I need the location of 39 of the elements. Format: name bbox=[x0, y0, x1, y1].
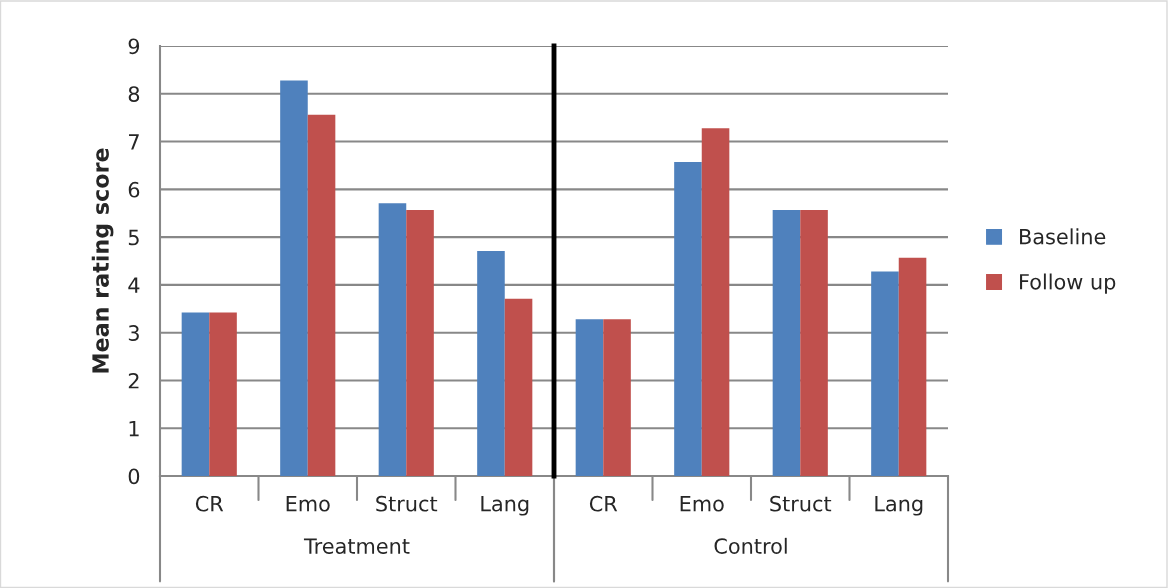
bar bbox=[378, 203, 407, 476]
bar bbox=[504, 298, 533, 476]
y-tick-label: 6 bbox=[128, 181, 140, 198]
bar bbox=[477, 250, 505, 476]
x-tick-label: Lang bbox=[481, 496, 529, 516]
x-tick-label: Emo bbox=[286, 496, 330, 512]
y-tick-label: 5 bbox=[128, 229, 139, 246]
bar bbox=[674, 162, 702, 476]
x-tick-label: Lang bbox=[875, 496, 923, 516]
x-axis-title: Control bbox=[714, 537, 787, 554]
bar bbox=[603, 319, 631, 476]
y-tick-label: 0 bbox=[128, 468, 140, 485]
x-tick-label: CR bbox=[195, 495, 224, 512]
x-tick-label: CR bbox=[589, 495, 618, 512]
bar bbox=[800, 209, 828, 476]
legend-label: Baseline bbox=[1020, 228, 1106, 245]
bar bbox=[772, 209, 801, 476]
bar bbox=[575, 319, 604, 476]
y-tick-label: 9 bbox=[128, 38, 140, 55]
bar bbox=[406, 209, 434, 476]
y-tick-label: 7 bbox=[129, 134, 139, 150]
x-tick-label: Emo bbox=[680, 496, 724, 512]
y-tick-label: 8 bbox=[128, 86, 140, 102]
bar bbox=[209, 312, 237, 476]
legend-label: Follow up bbox=[1020, 273, 1116, 294]
bar bbox=[898, 257, 927, 476]
bar bbox=[181, 312, 210, 476]
bar bbox=[307, 114, 336, 476]
y-tick-label: 4 bbox=[128, 277, 140, 293]
y-tick-label: 3 bbox=[128, 325, 139, 341]
x-tick-label: Struct bbox=[770, 495, 832, 512]
bar bbox=[871, 271, 899, 476]
x-tick-label: Struct bbox=[376, 495, 438, 512]
y-tick-label: 1 bbox=[129, 420, 139, 437]
x-axis-title: Treatment bbox=[303, 538, 410, 554]
bar bbox=[701, 128, 730, 476]
y-axis-title: Mean rating score bbox=[91, 148, 114, 373]
bar bbox=[280, 80, 308, 476]
y-tick-label: 2 bbox=[128, 372, 139, 389]
